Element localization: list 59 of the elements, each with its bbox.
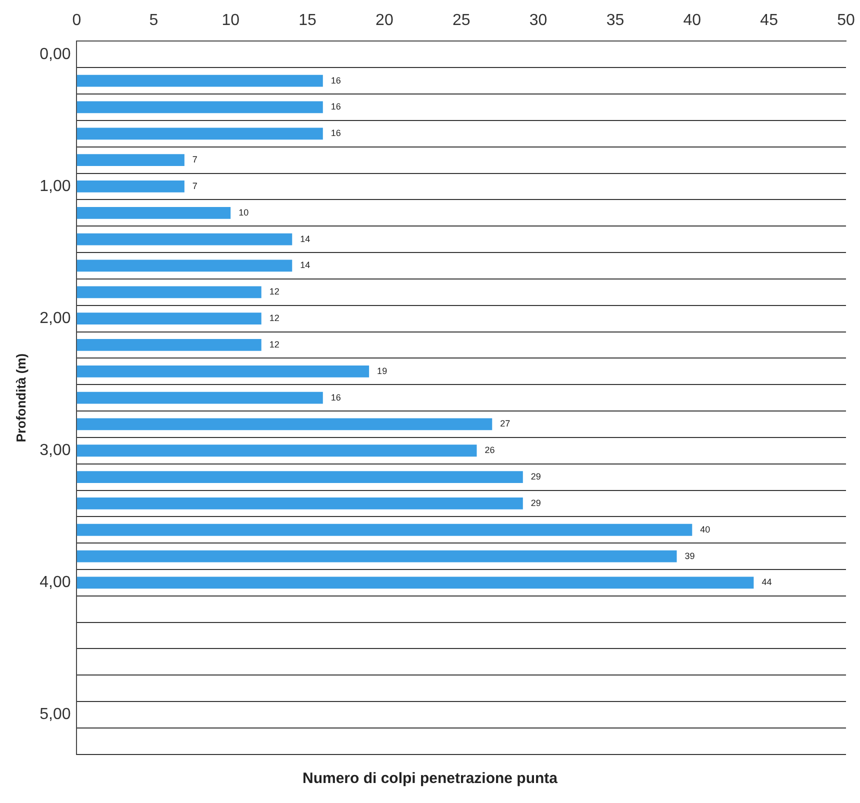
bar [76, 233, 292, 246]
data-label: 19 [377, 366, 388, 376]
bar [76, 550, 677, 562]
data-label: 14 [300, 234, 310, 244]
data-label: 40 [700, 524, 710, 534]
data-label: 29 [530, 472, 541, 482]
y-tick-label: 3,00 [40, 442, 71, 460]
data-label: 16 [330, 128, 341, 138]
bar [76, 339, 262, 351]
x-tick-label: 35 [606, 12, 624, 30]
bar [76, 444, 477, 457]
bar [76, 286, 262, 298]
data-label: 44 [762, 577, 772, 588]
data-label: 16 [330, 392, 341, 402]
data-label: 12 [269, 313, 280, 324]
y-tick-label: 1,00 [40, 178, 71, 195]
x-tick-label: 45 [760, 12, 778, 30]
y-tick-label: 2,00 [40, 310, 71, 327]
y-axis-title: Profondità (m) [13, 353, 28, 442]
data-label: 12 [269, 286, 280, 297]
x-axis-title: Numero di colpi penetrazione punta [301, 770, 559, 787]
data-label: 16 [330, 75, 341, 86]
data-label: 7 [192, 180, 198, 191]
bar [76, 260, 292, 272]
data-label: 16 [330, 102, 341, 112]
y-tick-label: 5,00 [40, 706, 71, 724]
y-tick-label: 4,00 [40, 574, 71, 592]
bar [76, 154, 184, 166]
bar [76, 180, 184, 192]
x-tick-label: 50 [837, 12, 855, 30]
bar [76, 312, 262, 324]
bar [76, 576, 754, 589]
bar [76, 74, 323, 87]
bar [76, 524, 692, 536]
bar [76, 365, 370, 378]
bar [76, 498, 523, 510]
bar [76, 392, 323, 404]
x-tick-label: 40 [683, 12, 702, 30]
data-label: 10 [238, 207, 249, 218]
x-tick-label: 15 [298, 12, 317, 30]
x-tick-label: 10 [222, 12, 240, 30]
data-label: 14 [300, 260, 310, 270]
y-tick-label: 0,00 [40, 46, 71, 63]
data-label: 26 [484, 445, 495, 456]
bar [76, 128, 323, 140]
data-label: 7 [192, 154, 198, 165]
x-tick-label: 0 [72, 12, 82, 30]
data-label: 27 [500, 418, 510, 429]
x-tick-label: 30 [529, 12, 548, 30]
bar [76, 101, 323, 114]
bar [76, 471, 523, 483]
data-label: 29 [530, 498, 541, 508]
x-tick-label: 5 [149, 12, 158, 30]
data-label: 12 [269, 339, 280, 350]
x-tick-label: 25 [452, 12, 470, 30]
x-tick-label: 20 [376, 12, 394, 30]
bar [76, 206, 231, 219]
data-label: 39 [684, 550, 695, 561]
bar [76, 418, 492, 430]
